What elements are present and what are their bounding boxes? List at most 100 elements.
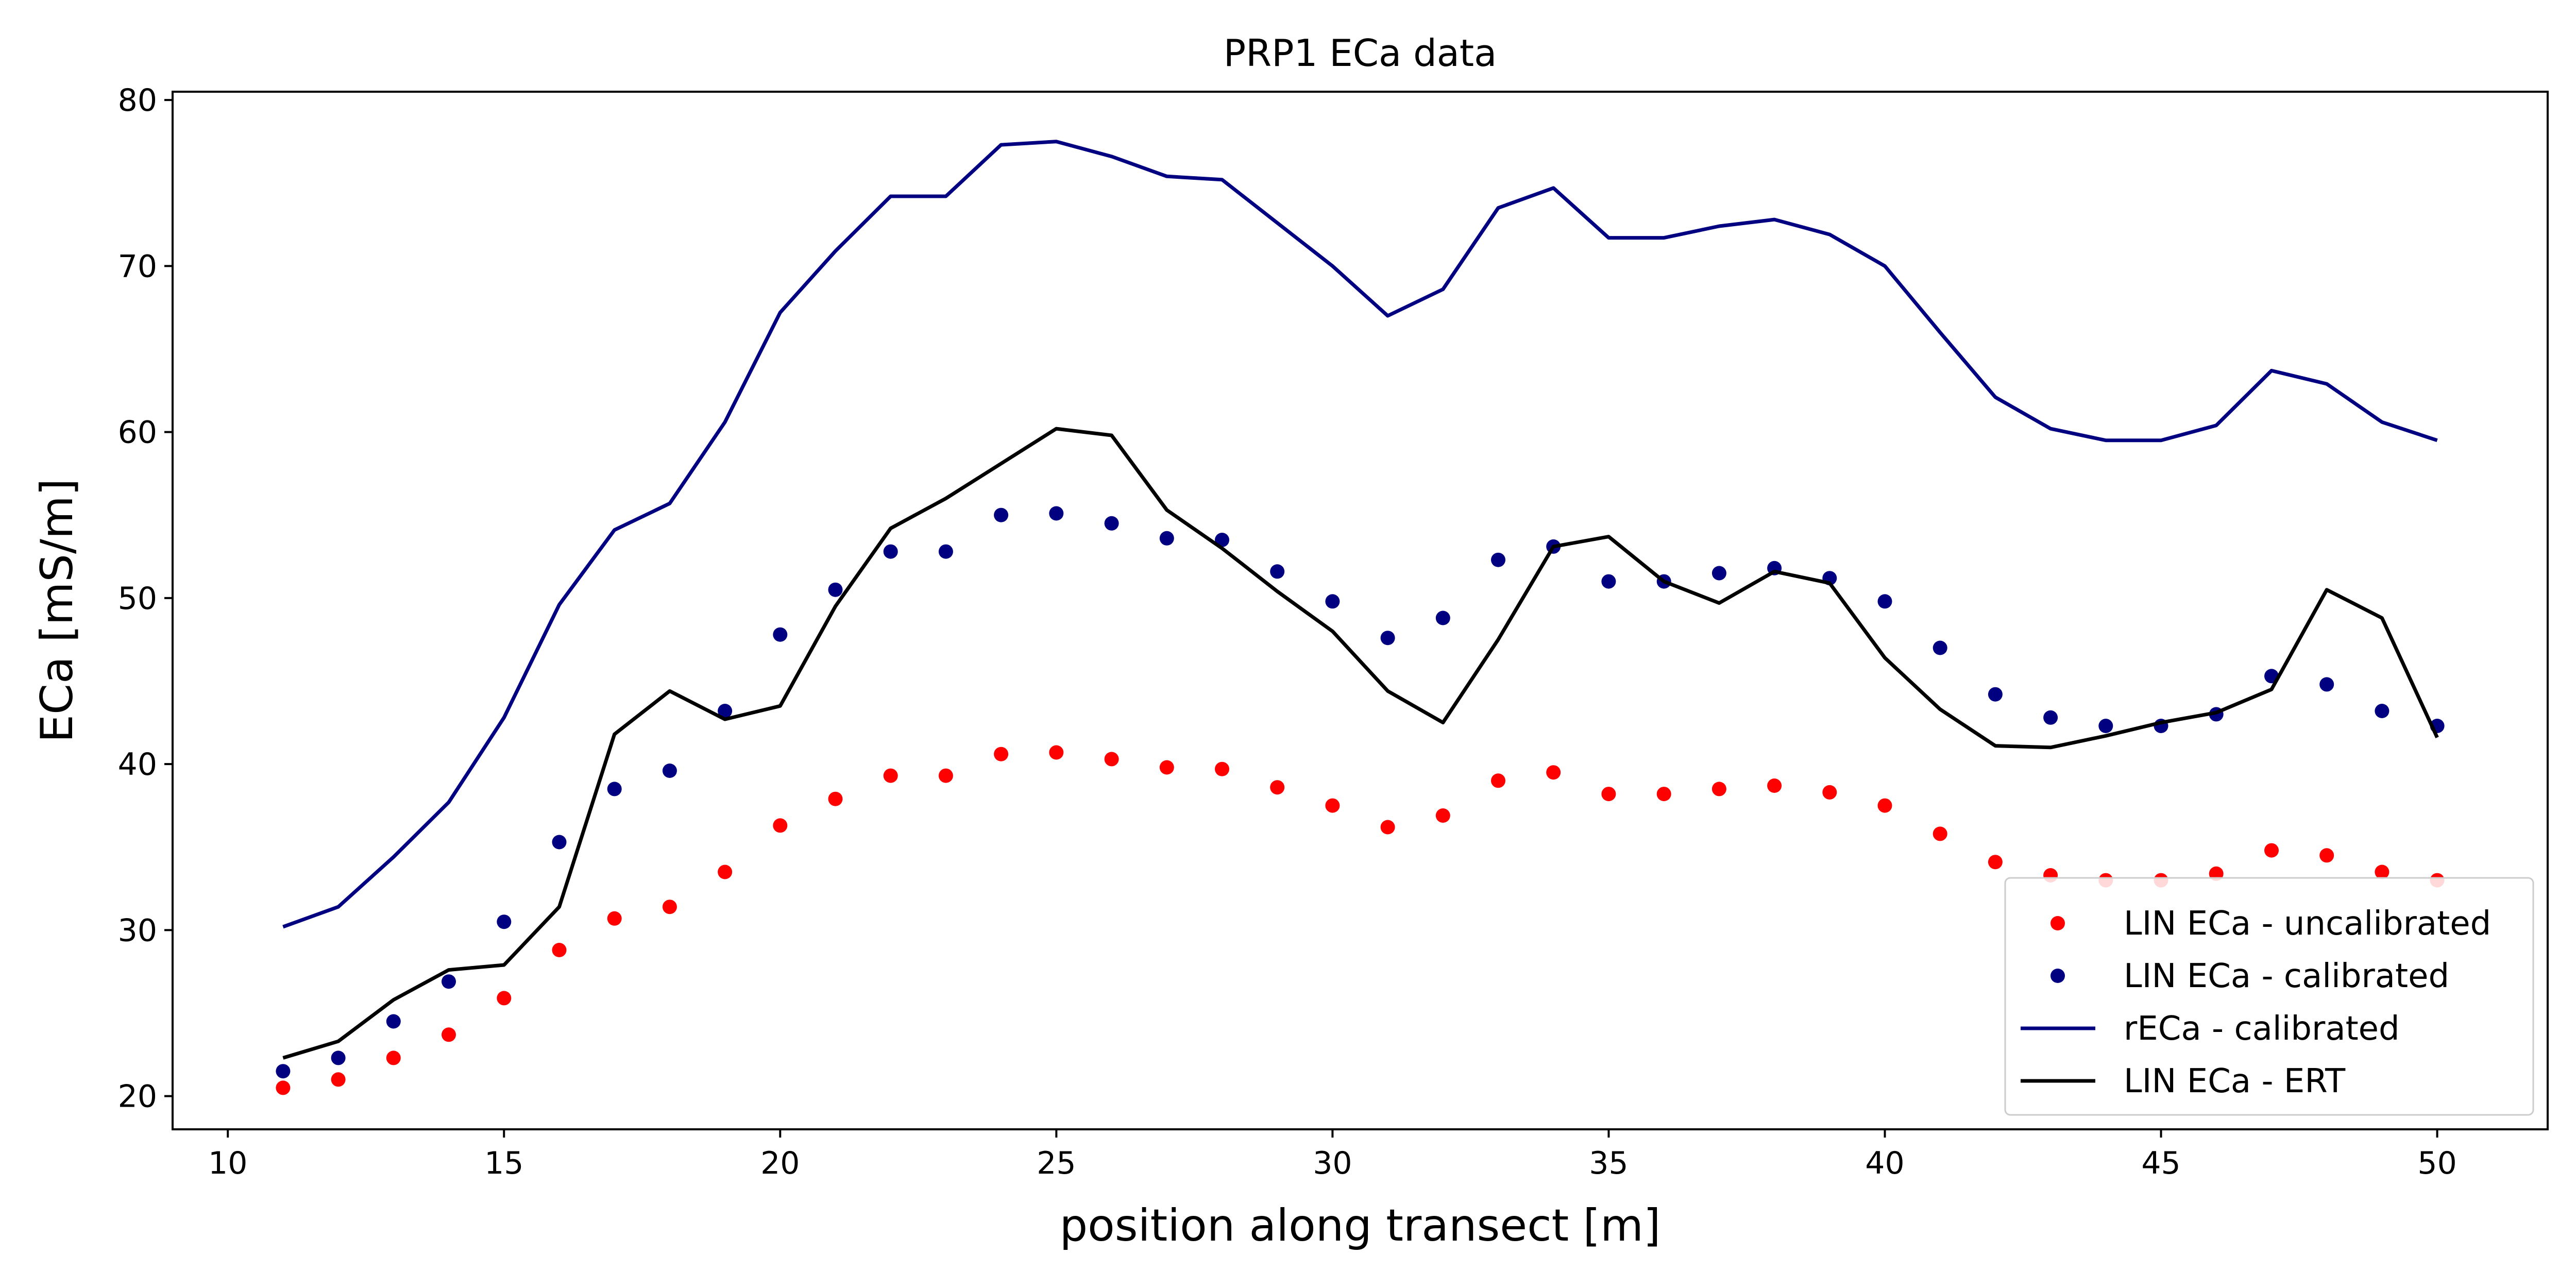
legend-label-reca-calibrated: rECa - calibrated [2124,1010,2400,1048]
y-tick-label-70: 70 [118,248,157,284]
x-tick-label-25: 25 [1037,1145,1076,1181]
data-point-lin-eca-uncalibrated-11 [276,1080,291,1095]
y-axis: 20 30 40 50 60 70 80 [118,82,173,1115]
legend-label-lin-eca-calibrated: LIN ECa - calibrated [2124,957,2449,995]
data-point-lin-eca-calibrated-26 [1104,516,1119,531]
chart-title: PRP1 ECa data [1224,31,1497,75]
data-point-lin-eca-calibrated-20 [773,627,788,642]
data-point-lin-eca-uncalibrated-15 [497,991,512,1006]
data-point-lin-eca-uncalibrated-17 [607,911,622,926]
data-point-lin-eca-calibrated-13 [386,1014,401,1029]
data-point-lin-eca-calibrated-49 [2375,704,2389,718]
plot-area-frame [172,91,2549,1130]
legend-box [2004,877,2534,1116]
y-tick-label-40: 40 [118,747,157,783]
data-point-lin-eca-uncalibrated-23 [938,768,953,783]
series-line-lin-eca-ert [282,427,2439,1060]
data-point-lin-eca-uncalibrated-38 [1767,778,1782,793]
y-tick-label-80: 80 [118,82,157,118]
x-tick-label-20: 20 [760,1145,800,1181]
legend-label-lin-eca-ert: LIN ECa - ERT [2124,1062,2346,1100]
data-point-lin-eca-uncalibrated-29 [1270,780,1285,795]
data-point-lin-eca-uncalibrated-33 [1491,773,1505,788]
y-tick-label-60: 60 [118,415,157,451]
data-point-lin-eca-uncalibrated-12 [331,1072,346,1087]
data-point-lin-eca-uncalibrated-24 [994,747,1009,761]
data-point-lin-eca-uncalibrated-36 [1656,787,1671,802]
x-axis-label: position along transect [m] [1060,1200,1661,1251]
data-point-lin-eca-calibrated-15 [497,914,512,929]
x-tick-label-30: 30 [1313,1145,1352,1181]
data-point-lin-eca-calibrated-48 [2319,677,2334,692]
legend-marker-lin-eca-calibrated [2050,969,2065,983]
x-tick-label-15: 15 [484,1145,523,1181]
data-point-lin-eca-uncalibrated-37 [1711,782,1726,796]
data-point-lin-eca-uncalibrated-28 [1215,761,1229,776]
y-tick-label-20: 20 [118,1079,157,1115]
data-point-lin-eca-calibrated-33 [1491,552,1505,567]
data-point-lin-eca-uncalibrated-13 [386,1050,401,1065]
data-point-lin-eca-uncalibrated-31 [1380,820,1395,835]
data-point-lin-eca-calibrated-40 [1877,594,1892,609]
data-point-lin-eca-calibrated-37 [1711,566,1726,581]
series-line-reca-calibrated [282,140,2438,929]
x-tick-label-40: 40 [1865,1145,1904,1181]
data-point-lin-eca-calibrated-44 [2098,719,2113,733]
data-point-lin-eca-uncalibrated-26 [1104,752,1119,767]
data-point-lin-eca-uncalibrated-39 [1822,785,1837,800]
data-point-lin-eca-calibrated-31 [1380,631,1395,646]
data-point-lin-eca-calibrated-21 [828,582,843,597]
data-point-lin-eca-calibrated-28 [1215,533,1229,547]
data-point-lin-eca-uncalibrated-14 [442,1027,456,1042]
data-point-lin-eca-calibrated-11 [276,1064,291,1079]
data-point-lin-eca-calibrated-23 [938,544,953,559]
x-tick-label-50: 50 [2417,1145,2456,1181]
data-point-lin-eca-calibrated-32 [1435,611,1450,625]
data-point-lin-eca-uncalibrated-49 [2375,865,2389,879]
data-point-lin-eca-uncalibrated-40 [1877,798,1892,813]
data-point-lin-eca-uncalibrated-27 [1159,760,1174,775]
data-point-lin-eca-uncalibrated-20 [773,818,788,833]
legend-label-lin-eca-uncalibrated: LIN ECa - uncalibrated [2124,905,2491,943]
data-point-lin-eca-calibrated-30 [1325,594,1340,609]
data-point-lin-eca-calibrated-12 [331,1050,346,1065]
data-point-lin-eca-uncalibrated-41 [1933,826,1947,841]
x-axis: 10 15 20 25 30 35 40 45 50 [208,1129,2457,1181]
data-point-lin-eca-calibrated-14 [442,974,456,989]
y-axis-label: ECa [mS/m] [31,479,83,743]
data-point-lin-eca-uncalibrated-21 [828,791,843,806]
x-tick-label-35: 35 [1589,1145,1628,1181]
series-lin-eca-uncalibrated [276,745,2445,1095]
data-point-lin-eca-uncalibrated-42 [1988,855,2003,870]
data-point-lin-eca-calibrated-43 [2043,710,2058,725]
y-tick-label-50: 50 [118,581,157,617]
data-point-lin-eca-uncalibrated-19 [718,865,733,879]
data-point-lin-eca-calibrated-25 [1049,506,1064,521]
data-point-lin-eca-calibrated-35 [1601,574,1616,589]
data-point-lin-eca-calibrated-24 [994,507,1009,522]
x-tick-label-45: 45 [2141,1145,2180,1181]
plot-layer [276,140,2445,1095]
data-point-lin-eca-calibrated-41 [1933,640,1947,655]
data-point-lin-eca-uncalibrated-30 [1325,798,1340,813]
data-point-lin-eca-uncalibrated-34 [1546,765,1561,780]
data-point-lin-eca-uncalibrated-47 [2264,843,2279,858]
series-reca-calibrated [282,140,2438,929]
data-point-lin-eca-calibrated-27 [1159,531,1174,546]
legend-marker-lin-eca-uncalibrated [2050,916,2065,930]
x-tick-label-10: 10 [208,1145,247,1181]
data-point-lin-eca-uncalibrated-48 [2319,848,2334,863]
data-point-lin-eca-uncalibrated-25 [1049,745,1064,760]
series-lin-eca-ert [282,427,2439,1060]
data-point-lin-eca-uncalibrated-32 [1435,808,1450,823]
data-point-lin-eca-uncalibrated-35 [1601,787,1616,802]
legend: LIN ECa - uncalibrated LIN ECa - calibrat… [2004,877,2534,1116]
data-point-lin-eca-uncalibrated-18 [662,900,677,914]
y-tick-label-30: 30 [118,912,157,948]
data-point-lin-eca-uncalibrated-16 [552,943,567,957]
data-point-lin-eca-calibrated-17 [607,782,622,796]
data-point-lin-eca-calibrated-42 [1988,687,2003,702]
data-point-lin-eca-calibrated-16 [552,835,567,850]
data-point-lin-eca-calibrated-18 [662,764,677,778]
